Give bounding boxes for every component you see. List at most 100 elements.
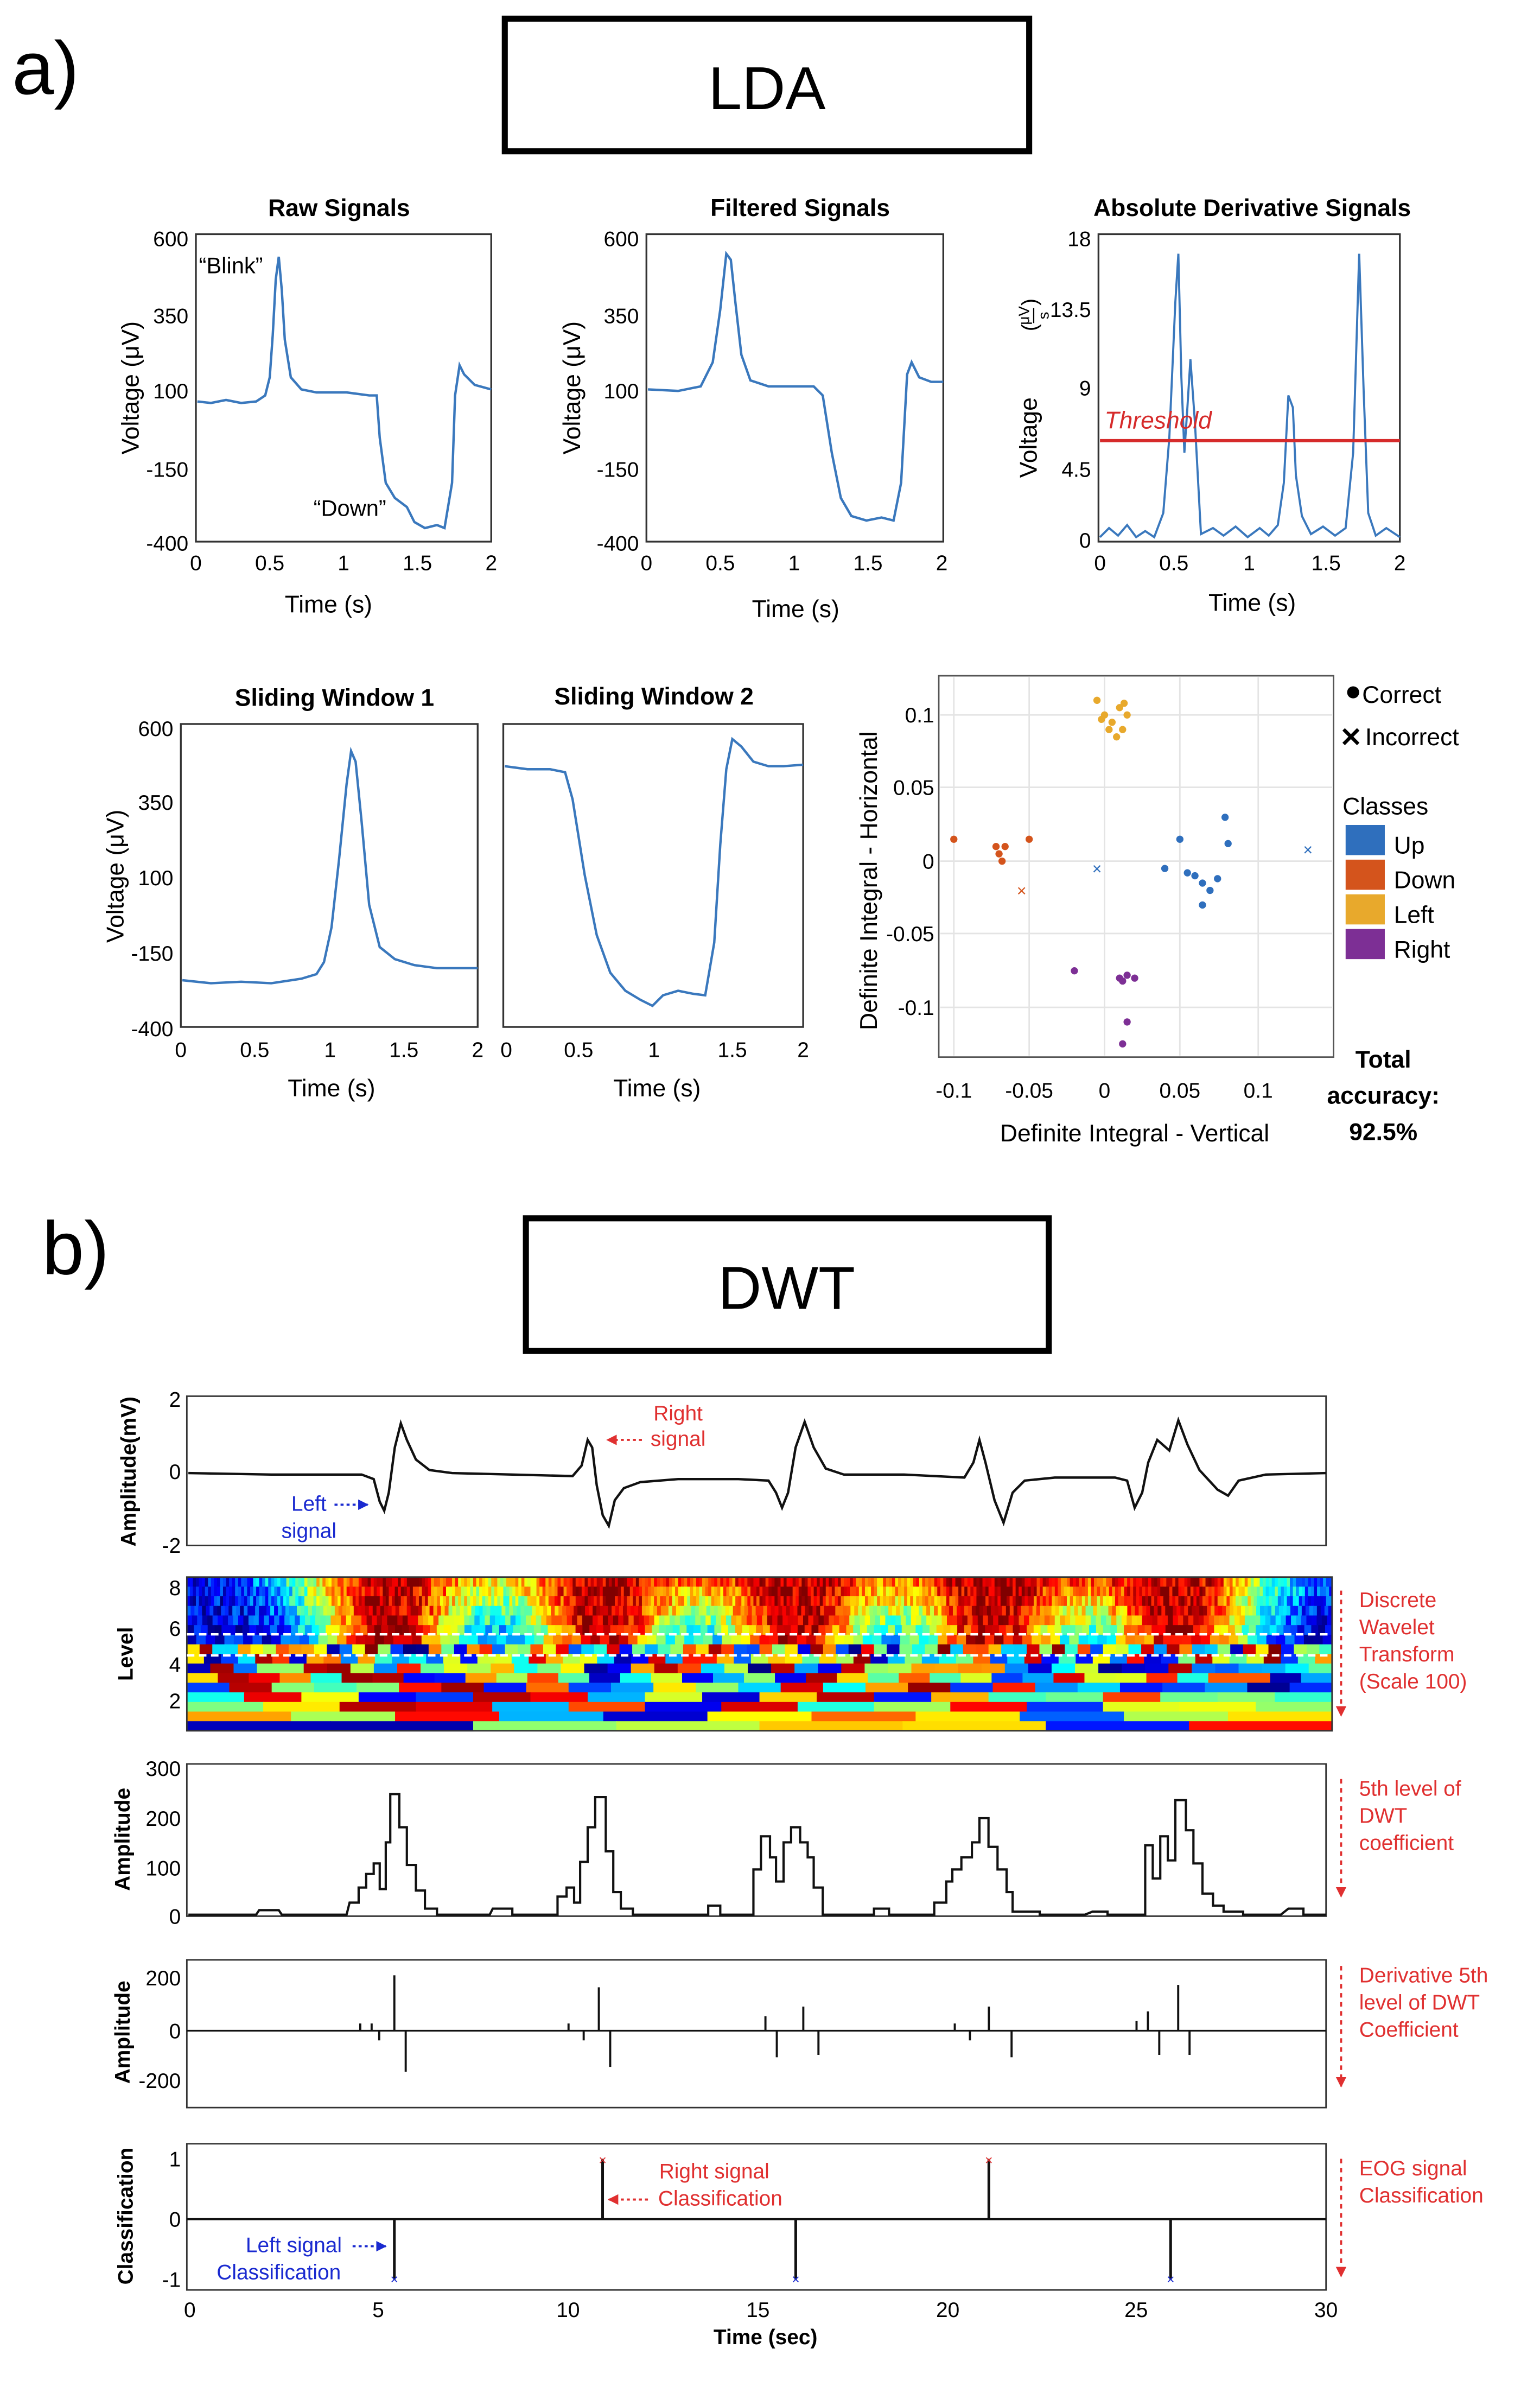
level5-signal-line bbox=[188, 1793, 1326, 1916]
dwt-heatmap-cell bbox=[1229, 1634, 1239, 1645]
dwt-heatmap-cell bbox=[193, 1596, 197, 1607]
dwt-heatmap-cell bbox=[600, 1586, 603, 1597]
dwt-heatmap-cell bbox=[575, 1577, 580, 1588]
dwt-heatmap-cell bbox=[416, 1625, 424, 1635]
dwt-heatmap-cell bbox=[806, 1673, 838, 1684]
dwt-heatmap-cell bbox=[187, 1634, 197, 1645]
dwt-heatmap-cell bbox=[665, 1625, 673, 1635]
dwt-heatmap-cell bbox=[1142, 1577, 1146, 1588]
dwt-heatmap-cell bbox=[568, 1702, 646, 1712]
dwt-heatmap-cell bbox=[708, 1577, 712, 1588]
dwt-heatmap-cell bbox=[1121, 1615, 1128, 1626]
dwt-heatmap-cell bbox=[803, 1615, 809, 1626]
dwt-heatmap-cell bbox=[1181, 1577, 1185, 1588]
dwt-heatmap-cell bbox=[233, 1663, 258, 1674]
dwt-heatmap-cell bbox=[1021, 1605, 1026, 1616]
dwt-heatmap-cell bbox=[681, 1586, 685, 1597]
dwt-heatmap-cell bbox=[771, 1605, 775, 1616]
dwt-heatmap-cell bbox=[902, 1721, 1047, 1732]
dwt-heatmap-cell bbox=[810, 1586, 814, 1597]
dwt-heatmap-cell bbox=[343, 1596, 347, 1607]
dwt-heatmap-cell bbox=[967, 1577, 971, 1588]
dwt-heatmap-cell bbox=[394, 1596, 399, 1607]
dwt-heatmap-cell bbox=[1069, 1634, 1079, 1645]
dwt-heatmap-cell bbox=[400, 1586, 405, 1597]
dwt-heatmap-cell bbox=[556, 1615, 563, 1626]
dwt-heatmap-cell bbox=[1000, 1577, 1004, 1588]
dwt-heatmap-cell bbox=[1242, 1577, 1245, 1588]
dwt-heatmap-cell bbox=[1321, 1615, 1328, 1626]
dwt-heatmap-cell bbox=[938, 1634, 948, 1645]
dwt-heatmap-cell bbox=[1237, 1605, 1242, 1616]
dwt-heatmap-cell bbox=[654, 1663, 678, 1674]
dwt-heatmap-cell bbox=[249, 1625, 257, 1635]
dwt-heatmap-cell bbox=[1085, 1605, 1090, 1616]
dwt-heatmap-cell bbox=[485, 1577, 489, 1588]
dwt-heatmap-cell bbox=[787, 1634, 798, 1645]
raw-signal-line bbox=[197, 256, 492, 530]
dwt-heatmap-cell bbox=[494, 1605, 499, 1616]
dwt-heatmap-cell bbox=[310, 1577, 314, 1588]
dwt-heatmap-cell bbox=[249, 1673, 281, 1684]
panel-a-title-box bbox=[501, 15, 1033, 155]
dwt-heatmap-cell bbox=[416, 1692, 474, 1703]
dwt-heatmap-cell bbox=[1048, 1577, 1053, 1588]
dwt-heatmap-cell bbox=[714, 1586, 718, 1597]
dwt-heatmap-cell bbox=[909, 1634, 920, 1645]
dwt-heatmap-cell bbox=[1040, 1577, 1043, 1588]
dwt-heatmap-cell bbox=[421, 1663, 445, 1674]
dwt-heatmap-cell bbox=[657, 1605, 661, 1616]
dwt-heatmap-cell bbox=[772, 1644, 786, 1655]
deriv-ytick: 4.5 bbox=[1061, 459, 1091, 482]
dwt-heatmap-cell bbox=[212, 1615, 219, 1626]
dwt-heatmap-cell bbox=[357, 1605, 362, 1616]
dwt-heatmap-cell bbox=[916, 1586, 920, 1597]
dwt-heatmap-cell bbox=[716, 1615, 722, 1626]
scatter-chart: 0.1 0.05 0 -0.05 -0.1 -0.1 -0.05 0 0.05 … bbox=[856, 675, 1334, 1147]
dwt-heatmap-cell bbox=[187, 1673, 219, 1684]
dwt-heatmap-cell bbox=[1142, 1586, 1146, 1597]
raw-axes bbox=[195, 233, 492, 543]
dwt-heatmap-cell bbox=[612, 1605, 616, 1616]
dwt-heatmap-cell bbox=[572, 1586, 576, 1597]
dwt-heatmap-cell bbox=[1270, 1673, 1302, 1684]
dwt-heatmap-cell bbox=[1065, 1644, 1078, 1655]
dwt-heatmap-cell bbox=[1188, 1605, 1193, 1616]
dwt-heatmap-cell bbox=[1283, 1625, 1291, 1635]
dwt-heatmap-cell bbox=[669, 1615, 676, 1626]
dwt-heatmap-cell bbox=[1217, 1596, 1221, 1607]
dwt-heatmap-cell bbox=[1256, 1586, 1261, 1597]
dwt-heatmap-cell bbox=[1314, 1577, 1318, 1588]
dwt-heatmap-cell bbox=[1157, 1596, 1161, 1607]
dwt-heatmap-cell bbox=[1060, 1596, 1065, 1607]
dwt-heatmap-cell bbox=[403, 1605, 408, 1616]
dwt-heatmap-cell bbox=[1097, 1596, 1101, 1607]
dwt-heatmap-cell bbox=[748, 1605, 753, 1616]
deriv-ytick: 18 bbox=[1067, 228, 1091, 251]
deriv-title: Absolute Derivative Signals bbox=[1093, 195, 1411, 221]
dwt-heatmap-cell bbox=[340, 1596, 345, 1607]
dwt-heatmap-cell bbox=[278, 1605, 283, 1616]
dwt-heatmap-cell bbox=[862, 1596, 866, 1607]
dwt-heatmap-cell bbox=[1142, 1596, 1146, 1607]
dwt-heatmap-cell bbox=[964, 1577, 968, 1588]
dwt-heatmap-cell bbox=[1142, 1615, 1148, 1626]
dwt-heatmap-cell bbox=[383, 1577, 386, 1588]
panel-b-title: DWT bbox=[718, 1254, 855, 1322]
dwt-heatmap-cell bbox=[1054, 1625, 1062, 1635]
dwt-heatmap-cell bbox=[214, 1596, 218, 1607]
dwt-heatmap-cell bbox=[1151, 1596, 1155, 1607]
dwt-heatmap-cell bbox=[1306, 1644, 1320, 1655]
dwt-heatmap-cell bbox=[1130, 1586, 1134, 1597]
dwt-heatmap-cell bbox=[479, 1596, 483, 1607]
dwt-heatmap-cell bbox=[187, 1702, 264, 1712]
dwt-heatmap-cell bbox=[238, 1644, 251, 1655]
dwt-heatmap-cell bbox=[1198, 1615, 1205, 1626]
dwt-heatmap-cell bbox=[1136, 1596, 1140, 1607]
dwt-heatmap-cell bbox=[1100, 1577, 1104, 1588]
dwt-heatmap-cell bbox=[666, 1586, 670, 1597]
dwt-heatmap-cell bbox=[717, 1586, 721, 1597]
dwt-heatmap-cell bbox=[1163, 1577, 1167, 1588]
dwt-heatmap-cell bbox=[1178, 1577, 1182, 1588]
threshold-label: Threshold bbox=[1104, 408, 1212, 434]
